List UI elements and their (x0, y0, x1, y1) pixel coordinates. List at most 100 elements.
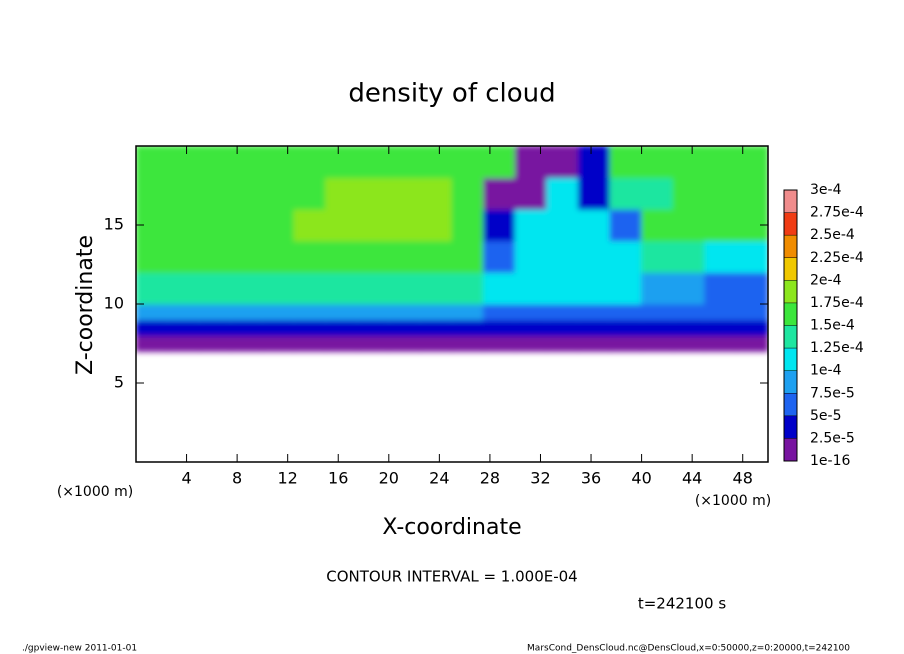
field-cell (230, 303, 263, 321)
field-cell (136, 146, 169, 179)
colorbar-label: 2.5e-4 (810, 227, 855, 243)
field-cell (261, 335, 295, 352)
x-tick-label: 44 (682, 469, 702, 488)
field-cell (483, 240, 516, 273)
chart-title: density of cloud (348, 79, 555, 109)
field-cell (230, 177, 263, 210)
field-cell (167, 146, 200, 179)
colorbar-box (784, 190, 797, 213)
field-cell (293, 335, 327, 352)
field-cell (293, 271, 327, 305)
field-cell (451, 319, 485, 337)
field-cell (198, 146, 232, 179)
field-cell (356, 146, 390, 179)
colorbar-label: 1e-16 (810, 453, 850, 469)
field-cell (514, 146, 548, 179)
field-cell (136, 240, 169, 273)
field-cell (230, 240, 263, 273)
field-cell (577, 177, 611, 210)
field-cell (672, 335, 706, 352)
field-cell (356, 271, 390, 305)
colorbar-box (784, 257, 797, 281)
field-cell (735, 271, 768, 305)
field-cell (230, 335, 263, 352)
field-cell (609, 335, 643, 352)
x-unit-label: (×1000 m) (57, 484, 133, 500)
field-cell (483, 208, 516, 242)
colorbar-label: 2e-4 (810, 272, 842, 288)
x-tick-label: 4 (181, 469, 191, 488)
field-cell (609, 271, 643, 305)
field-cell (704, 319, 737, 337)
field-cell (325, 303, 358, 321)
colorbar-box (784, 393, 797, 416)
field-cell (546, 146, 579, 179)
field-cell (261, 177, 295, 210)
colorbar-box (784, 438, 797, 461)
y-axis-label: Z-coordinate (73, 235, 98, 375)
field-cell (293, 146, 327, 179)
colorbar-label: 1.5e-4 (810, 318, 855, 334)
x-unit-label: (×1000 m) (695, 493, 771, 509)
colorbar-label: 2.25e-4 (810, 250, 864, 266)
field-cell (419, 208, 453, 242)
field-cell (514, 271, 548, 305)
colorbar-label: 1.25e-4 (810, 340, 864, 356)
colorbar-label: 7.5e-5 (810, 385, 855, 401)
colorbar-label: 2.75e-4 (810, 205, 864, 221)
colorbar-box (784, 415, 797, 439)
field-cell (672, 208, 706, 242)
contour-interval: CONTOUR INTERVAL = 1.000E-04 (326, 568, 577, 586)
field-cell (419, 303, 453, 321)
field-cell (293, 319, 327, 337)
x-tick-label: 20 (379, 469, 399, 488)
field-cell (293, 208, 327, 242)
field-cell (735, 319, 768, 337)
colorbar-label: 2.5e-5 (810, 430, 855, 446)
field-cell (198, 271, 232, 305)
field-cell (388, 240, 421, 273)
field-cell (483, 335, 516, 352)
field-cell (230, 146, 263, 179)
field-cell (641, 271, 674, 305)
field-cell (388, 177, 421, 210)
field-cell (388, 335, 421, 352)
field-cell (293, 240, 327, 273)
field-cell (167, 208, 200, 242)
field-cell (704, 240, 737, 273)
field-cell (293, 177, 327, 210)
y-tick-label: 15 (104, 215, 124, 234)
field-cell (325, 146, 358, 179)
field-cell (672, 319, 706, 337)
field-cell (261, 303, 295, 321)
field-cell (261, 271, 295, 305)
field-cell (577, 208, 611, 242)
field-cell (198, 319, 232, 337)
y-tick-label: 5 (114, 373, 124, 392)
field-cell (609, 303, 643, 321)
field-cell (514, 303, 548, 321)
field-cells (136, 146, 768, 352)
field-cell (451, 146, 485, 179)
field-cell (388, 271, 421, 305)
field-cell (167, 271, 200, 305)
field-cell (419, 240, 453, 273)
field-cell (451, 240, 485, 273)
field-cell (641, 177, 674, 210)
colorbar-box (784, 235, 797, 258)
field-cell (704, 335, 737, 352)
field-cell (325, 240, 358, 273)
field-cell (198, 208, 232, 242)
x-tick-label: 8 (232, 469, 242, 488)
field-cell (546, 335, 579, 352)
field-cell (198, 240, 232, 273)
colorbar-label: 1e-4 (810, 363, 842, 379)
field-cell (167, 303, 200, 321)
field-cell (261, 319, 295, 337)
field-cell (419, 146, 453, 179)
field-cell (514, 177, 548, 210)
field-cell (609, 177, 643, 210)
field-cell (672, 303, 706, 321)
x-tick-label: 48 (733, 469, 753, 488)
field-cell (419, 177, 453, 210)
